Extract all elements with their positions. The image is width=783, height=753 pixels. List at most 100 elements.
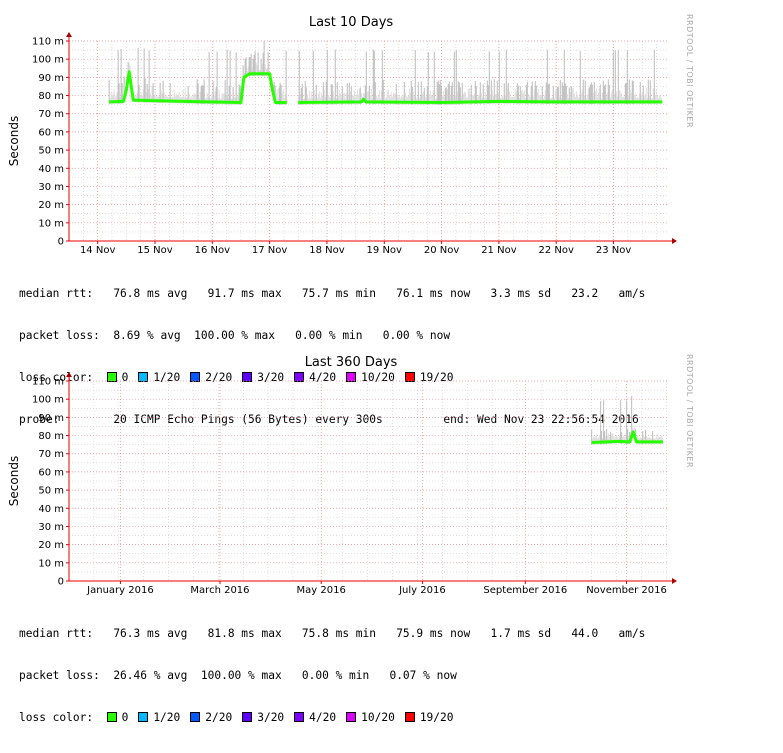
median-rtt-row: median rtt: 76.8 ms avg 91.7 ms max 75.7… bbox=[19, 287, 645, 301]
x-tick-label: March 2016 bbox=[190, 585, 249, 596]
loss-color-item: 4/20 bbox=[294, 711, 336, 724]
probe-label: probe: bbox=[19, 413, 60, 426]
rrdtool-watermark: RRDTOOL / TOBI OETIKER bbox=[685, 354, 694, 468]
median-rtt-row: median rtt: 76.3 ms avg 81.8 ms max 75.8… bbox=[19, 627, 645, 641]
median-rtt-values: 76.8 ms avg 91.7 ms max 75.7 ms min 76.1… bbox=[113, 287, 646, 300]
loss-color-text: 10/20 bbox=[361, 711, 395, 724]
x-tick-label: 19 Nov bbox=[367, 245, 403, 256]
x-tick-label: 17 Nov bbox=[252, 245, 288, 256]
y-tick-label: 0 bbox=[58, 577, 64, 588]
y-tick-label: 60 m bbox=[38, 467, 64, 478]
y-tick-label: 100 m bbox=[32, 55, 64, 66]
y-tick-label: 70 m bbox=[38, 109, 64, 120]
legend-last-360-days: median rtt: 76.3 ms avg 81.8 ms max 75.8… bbox=[19, 599, 645, 753]
y-tick-label: 90 m bbox=[38, 73, 64, 84]
loss-color-swatch bbox=[346, 712, 357, 722]
loss-color-item: 1/20 bbox=[138, 711, 180, 724]
y-tick-label: 10 m bbox=[38, 558, 64, 569]
y-tick-label: 80 m bbox=[38, 431, 64, 442]
y-axis-arrow bbox=[66, 32, 72, 37]
loss-color-item: 3/20 bbox=[242, 711, 284, 724]
median-line-series bbox=[298, 97, 663, 104]
y-axis-label: Seconds bbox=[7, 116, 21, 166]
loss-color-text: 1/20 bbox=[153, 711, 181, 724]
y-tick-label: 30 m bbox=[38, 182, 64, 193]
median-rtt-label: median rtt: bbox=[19, 627, 94, 640]
x-tick-label: 18 Nov bbox=[309, 245, 345, 256]
loss-color-text: 1/20 bbox=[153, 371, 181, 384]
loss-color-swatch bbox=[242, 712, 253, 722]
loss-color-item: 0 bbox=[106, 371, 129, 384]
median-line-series bbox=[109, 70, 287, 104]
packet-loss-values: 8.69 % avg 100.00 % max 0.00 % min 0.00 … bbox=[113, 329, 451, 342]
loss-color-swatch bbox=[294, 712, 305, 722]
rrdtool-watermark: RRDTOOL / TOBI OETIKER bbox=[685, 14, 694, 128]
loss-color-swatch bbox=[190, 372, 201, 382]
x-tick-label: 15 Nov bbox=[137, 245, 173, 256]
packet-loss-row: packet loss: 26.46 % avg 100.00 % max 0.… bbox=[19, 669, 645, 683]
loss-color-swatch bbox=[404, 372, 415, 382]
loss-color-text: 3/20 bbox=[257, 711, 285, 724]
packet-loss-label: packet loss: bbox=[19, 669, 100, 682]
x-tick-label: 23 Nov bbox=[596, 245, 632, 256]
y-tick-label: 100 m bbox=[32, 395, 64, 406]
loss-color-row: loss color: 0 1/20 2/20 3/20 4/20 10/20 19/20 bbox=[19, 371, 645, 385]
loss-color-item: 2/20 bbox=[190, 711, 232, 724]
x-tick-label: November 2016 bbox=[586, 585, 667, 596]
median-rtt-label: median rtt: bbox=[19, 287, 94, 300]
loss-color-item: 1/20 bbox=[138, 371, 180, 384]
loss-color-swatch bbox=[404, 712, 415, 722]
loss-color-text: 2/20 bbox=[205, 711, 233, 724]
loss-color-item: 3/20 bbox=[242, 371, 284, 384]
x-tick-label: January 2016 bbox=[86, 585, 154, 596]
y-tick-label: 110 m bbox=[32, 377, 64, 388]
probe-text: 20 ICMP Echo Pings (56 Bytes) every 300s bbox=[113, 413, 383, 426]
x-tick-label: September 2016 bbox=[483, 585, 567, 596]
y-tick-label: 10 m bbox=[38, 218, 64, 229]
x-tick-label: 22 Nov bbox=[539, 245, 575, 256]
x-tick-label: 14 Nov bbox=[80, 245, 116, 256]
x-tick-label: 16 Nov bbox=[195, 245, 231, 256]
graph-last-360-days: Last 360 Days Seconds RRDTOOL / TOBI OETIK… bbox=[0, 340, 783, 724]
loss-color-item: 10/20 bbox=[346, 711, 395, 724]
loss-color-swatch bbox=[242, 372, 253, 382]
y-tick-label: 70 m bbox=[38, 449, 64, 460]
loss-color-text: 19/20 bbox=[419, 371, 454, 384]
y-tick-label: 30 m bbox=[38, 522, 64, 533]
loss-color-swatch bbox=[106, 712, 117, 722]
legend-last-10-days: median rtt: 76.8 ms avg 91.7 ms max 75.7… bbox=[19, 259, 645, 455]
x-tick-label: May 2016 bbox=[297, 585, 346, 596]
packet-loss-row: packet loss: 8.69 % avg 100.00 % max 0.0… bbox=[19, 329, 645, 343]
x-tick-label: July 2016 bbox=[398, 585, 446, 596]
y-tick-label: 20 m bbox=[38, 200, 64, 211]
loss-color-item: 19/20 bbox=[404, 371, 454, 384]
x-axis-arrow bbox=[672, 238, 677, 244]
loss-color-label: loss color: bbox=[19, 711, 107, 724]
loss-color-text: 3/20 bbox=[257, 371, 285, 384]
chart-title: Last 360 Days bbox=[305, 355, 398, 370]
loss-color-text: 0 bbox=[121, 371, 129, 384]
median-line-series bbox=[591, 430, 664, 444]
loss-color-swatch bbox=[346, 372, 357, 382]
loss-color-item: 19/20 bbox=[404, 711, 454, 724]
loss-color-text: 4/20 bbox=[309, 711, 337, 724]
loss-color-label: loss color: bbox=[19, 371, 107, 384]
loss-color-swatch bbox=[138, 372, 149, 382]
y-tick-label: 60 m bbox=[38, 127, 64, 138]
y-tick-label: 80 m bbox=[38, 91, 64, 102]
y-tick-label: 50 m bbox=[38, 486, 64, 497]
packet-loss-label: packet loss: bbox=[19, 329, 100, 342]
y-axis-arrow bbox=[66, 372, 72, 377]
median-rtt-values: 76.3 ms avg 81.8 ms max 75.8 ms min 75.9… bbox=[113, 627, 646, 640]
loss-color-swatch bbox=[106, 372, 117, 382]
y-tick-label: 90 m bbox=[38, 413, 64, 424]
loss-color-swatch bbox=[138, 712, 149, 722]
loss-color-text: 19/20 bbox=[419, 711, 454, 724]
chart-last-360-days: Last 360 Days Seconds RRDTOOL / TOBI OETIK… bbox=[7, 354, 694, 596]
y-tick-label: 20 m bbox=[38, 540, 64, 551]
x-tick-label: 20 Nov bbox=[424, 245, 460, 256]
y-axis-label: Seconds bbox=[7, 456, 21, 506]
x-axis-arrow bbox=[672, 578, 677, 584]
y-tick-label: 0 bbox=[58, 237, 64, 248]
y-tick-label: 40 m bbox=[38, 504, 64, 515]
